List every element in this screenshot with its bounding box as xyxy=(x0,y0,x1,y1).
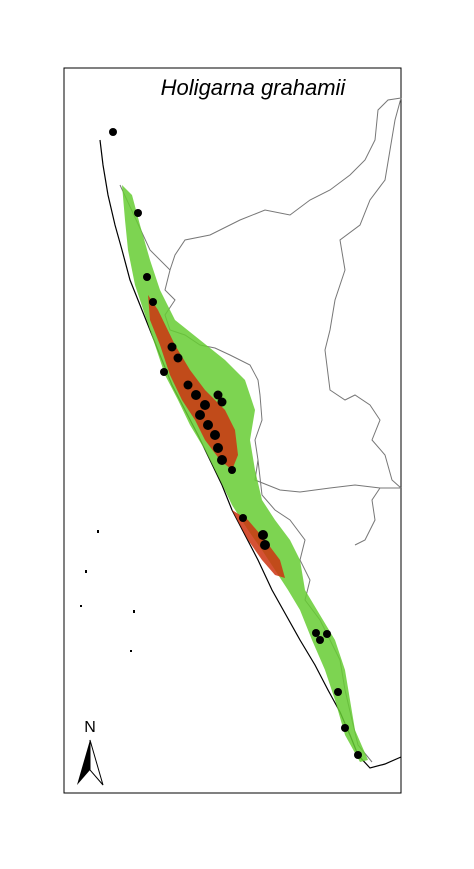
map-frame xyxy=(63,67,402,794)
habitat-highly-suitable xyxy=(148,295,238,470)
islands xyxy=(80,530,135,652)
habitat-suitable xyxy=(122,185,368,762)
habitat-highly-suitable xyxy=(232,510,285,578)
north-label: N xyxy=(84,719,96,736)
state-boundary xyxy=(119,97,402,763)
north-arrow xyxy=(77,739,104,786)
state-boundary xyxy=(354,487,381,546)
occurrence-points xyxy=(109,128,362,759)
map-title: Holigarna grahamii xyxy=(161,75,347,100)
